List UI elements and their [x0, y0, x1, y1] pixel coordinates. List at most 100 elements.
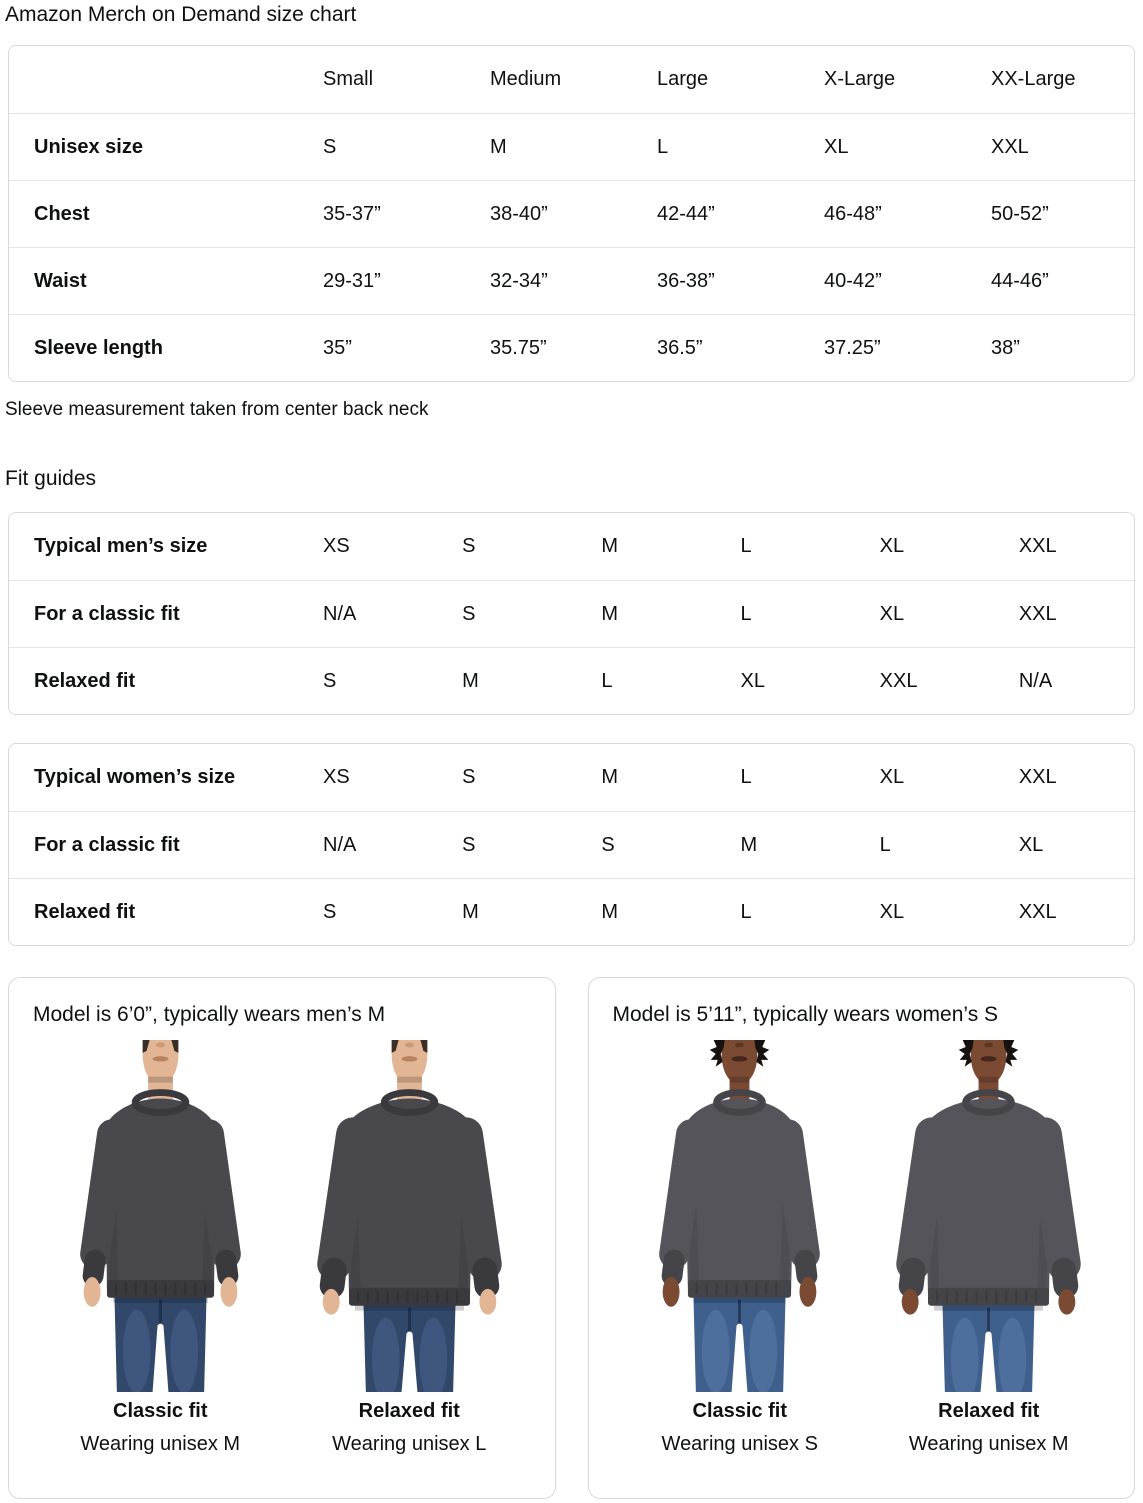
table-cell: XXL [991, 135, 1029, 158]
table-cell: S [462, 833, 476, 856]
table-row-unisex-size: Unisex size S M L XL XXL [9, 113, 1134, 180]
row-label: For a classic fit [34, 602, 180, 625]
card-title: Model is 6’0”, typically wears men’s M [33, 1003, 386, 1026]
column-header-large: Large [657, 68, 709, 90]
row-label: Relaxed fit [34, 900, 136, 923]
table-cell: S [462, 535, 476, 557]
table-cell: L [879, 833, 891, 856]
table-cell: XL [824, 135, 849, 158]
model-photo-female-classic-fit [622, 1040, 857, 1392]
table-cell: 40-42” [824, 269, 882, 292]
table-cell: XXL [1018, 766, 1057, 788]
row-label: Chest [34, 202, 90, 225]
table-cell: XXL [879, 669, 918, 692]
table-cell: XXL [1018, 535, 1057, 557]
table-cell: M [740, 833, 758, 856]
table-cell: S [462, 602, 476, 625]
table-cell: XS [323, 535, 350, 557]
model-photo-female-relaxed-fit [871, 1040, 1106, 1392]
womens-fit-guide-table: Typical women’s size XS S M L XL XXL For… [8, 743, 1135, 946]
table-cell: 36-38” [657, 269, 715, 292]
model-cards: Model is 6’0”, typically wears men’s M C… [8, 977, 1135, 1499]
table-cell: M [601, 535, 618, 557]
table-row-chest: Chest 35-37” 38-40” 42-44” 46-48” 50-52” [9, 180, 1134, 247]
column-header-xx-large: XX-Large [991, 68, 1076, 90]
table-cell: XL [1018, 833, 1044, 856]
column-header-medium: Medium [490, 68, 562, 90]
row-label: Waist [34, 269, 87, 292]
size-chart-page: Amazon Merch on Demand size chart Small … [0, 3, 1143, 1499]
row-label: Typical men’s size [34, 535, 208, 557]
table-cell: XL [879, 900, 905, 923]
figure-mens-relaxed-fit: Relaxed fit Wearing unisex L [292, 1040, 527, 1456]
table-cell: S [601, 833, 615, 856]
table-cell: 35” [323, 336, 352, 359]
table-cell: S [323, 669, 337, 692]
row-label: Unisex size [34, 135, 143, 158]
table-cell: M [490, 135, 507, 158]
table-cell: XXL [1018, 900, 1057, 923]
table-cell: 50-52” [991, 202, 1049, 225]
fit-label: Relaxed fit [358, 1400, 460, 1422]
table-cell: M [601, 900, 618, 923]
mens-fit-guide-table: Typical men’s size XS S M L XL XXL For a… [8, 512, 1135, 715]
table-cell: 42-44” [657, 202, 715, 225]
table-cell: M [601, 602, 618, 625]
table-cell: N/A [1018, 669, 1053, 692]
table-row-relaxed-fit: Relaxed fit S M M L XL XXL [9, 878, 1134, 945]
size-chart-table: Small Medium Large X-Large XX-Large Unis… [8, 45, 1135, 382]
table-cell: XL [879, 535, 905, 557]
column-header-small: Small [323, 68, 374, 90]
figure-mens-classic-fit: Classic fit Wearing unisex M [43, 1040, 278, 1456]
column-header-x-large: X-Large [824, 68, 896, 90]
table-cell: L [740, 535, 752, 557]
table-cell: M [462, 900, 479, 923]
table-cell: 44-46” [991, 269, 1049, 292]
table-cell: L [740, 900, 752, 923]
womens-model-card: Model is 5’11”, typically wears women’s … [587, 977, 1135, 1499]
fit-label: Classic fit [113, 1400, 208, 1422]
sleeve-measurement-note: Sleeve measurement taken from center bac… [5, 399, 429, 420]
table-cell: XXL [1018, 602, 1057, 625]
table-cell: 36.5” [657, 336, 703, 359]
wearing-size-label: Wearing unisex M [80, 1433, 241, 1455]
row-label: Relaxed fit [34, 669, 136, 692]
figure-womens-relaxed-fit: Relaxed fit Wearing unisex M [871, 1040, 1106, 1456]
page-title: Amazon Merch on Demand size chart [5, 3, 357, 26]
table-cell: N/A [323, 602, 357, 625]
table-cell: 38-40” [490, 202, 548, 225]
table-cell: XS [323, 766, 350, 788]
table-row-classic-fit: For a classic fit N/A S S M L XL [9, 811, 1134, 878]
table-cell: L [740, 766, 752, 788]
wearing-size-label: Wearing unisex L [332, 1433, 487, 1455]
row-label: For a classic fit [34, 833, 180, 856]
fit-label: Relaxed fit [938, 1400, 1040, 1422]
table-row-waist: Waist 29-31” 32-34” 36-38” 40-42” 44-46” [9, 247, 1134, 314]
fit-guides-heading: Fit guides [5, 467, 97, 490]
figure-womens-classic-fit: Classic fit Wearing unisex S [622, 1040, 857, 1456]
table-cell: L [601, 669, 613, 692]
table-row-classic-fit: For a classic fit N/A S M L XL XXL [9, 580, 1134, 647]
table-cell: XL [879, 766, 905, 788]
row-label: Typical women’s size [34, 766, 236, 788]
fit-label: Classic fit [692, 1400, 787, 1422]
table-cell: L [740, 602, 752, 625]
table-cell: 29-31” [323, 269, 381, 292]
table-cell: S [462, 766, 476, 788]
table-cell: 37.25” [824, 336, 881, 359]
table-cell: 35-37” [323, 202, 381, 225]
table-cell: M [601, 766, 618, 788]
table-row-typical-womens-size: Typical women’s size XS S M L XL XXL [9, 744, 1134, 811]
table-cell: 38” [991, 336, 1020, 359]
wearing-size-label: Wearing unisex M [908, 1433, 1069, 1455]
table-header-row: Small Medium Large X-Large XX-Large [9, 46, 1134, 113]
table-cell: S [323, 900, 337, 923]
table-cell: 46-48” [824, 202, 882, 225]
row-label: Sleeve length [34, 336, 163, 359]
table-row-sleeve-length: Sleeve length 35” 35.75” 36.5” 37.25” 38… [9, 314, 1134, 381]
table-cell: N/A [323, 833, 357, 856]
model-photo-male-classic-fit [43, 1040, 278, 1392]
table-row-relaxed-fit: Relaxed fit S M L XL XXL N/A [9, 647, 1134, 714]
table-cell: 32-34” [490, 269, 548, 292]
table-cell: XL [879, 602, 905, 625]
